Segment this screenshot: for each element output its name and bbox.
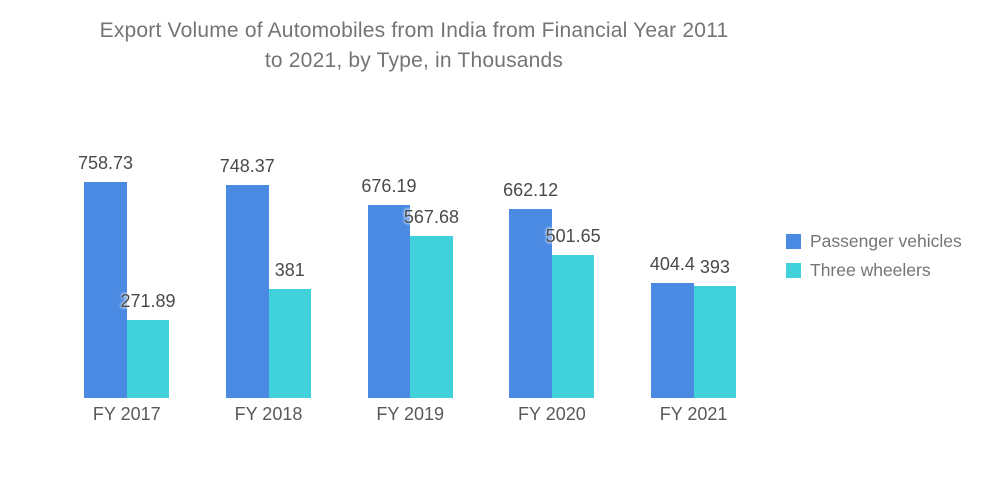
value-label-three-wheelers-fy-2021: 393 [699,257,730,277]
legend-swatch-passenger-vehicles-icon [786,233,801,249]
legend-label: Passenger vehicles [810,230,962,251]
bar-passenger-vehicles-fy-2020 [509,209,552,398]
chart-title-line1: Export Volume of Automobiles from India … [99,19,729,42]
axis-label-fy-2020: FY 2020 [518,404,586,424]
value-label-three-wheelers-fy-2018: 381 [274,260,305,280]
bar-passenger-vehicles-fy-2019 [367,205,411,398]
value-label-passenger-vehicles-fy-2018: 748.37 [219,156,275,176]
axis-label-fy-2019: FY 2019 [376,404,445,424]
value-label-passenger-vehicles-fy-2019: 676.19 [361,176,417,196]
chart-title: Export Volume of Automobiles from India … [0,16,828,76]
value-label-passenger-vehicles-fy-2020: 662.12 [503,180,559,200]
value-label-passenger-vehicles-fy-2021: 404.4 [649,254,695,274]
value-label-passenger-vehicles-fy-2017: 758.73 [78,153,134,173]
legend-swatch-three-wheelers-icon [786,262,801,278]
bar-three-wheelers-fy-2017 [126,320,170,398]
value-label-three-wheelers-fy-2019: 567.68 [403,207,459,227]
axis-label-fy-2021: FY 2021 [659,404,728,424]
legend: Passenger vehicles Three wheelers [786,231,962,289]
bar-passenger-vehicles-fy-2021 [651,283,694,398]
bar-three-wheelers-fy-2018 [268,289,311,398]
value-label-three-wheelers-fy-2017: 271.89 [120,291,176,311]
bar-three-wheelers-fy-2021 [693,286,737,398]
legend-item-three-wheelers: Three wheelers [786,260,962,280]
bar-passenger-vehicles-fy-2017 [84,182,127,398]
legend-item-passenger-vehicles: Passenger vehicles [786,231,962,251]
legend-label: Three wheelers [810,259,931,280]
bar-three-wheelers-fy-2020 [551,255,595,398]
chart-title-line2: to 2021, by Type, in Thousands [264,49,564,72]
bar-three-wheelers-fy-2019 [410,236,453,398]
value-label-three-wheelers-fy-2020: 501.65 [545,226,601,246]
bar-passenger-vehicles-fy-2018 [226,185,269,398]
axis-label-fy-2017: FY 2017 [92,404,161,424]
axis-label-fy-2018: FY 2018 [234,404,303,424]
